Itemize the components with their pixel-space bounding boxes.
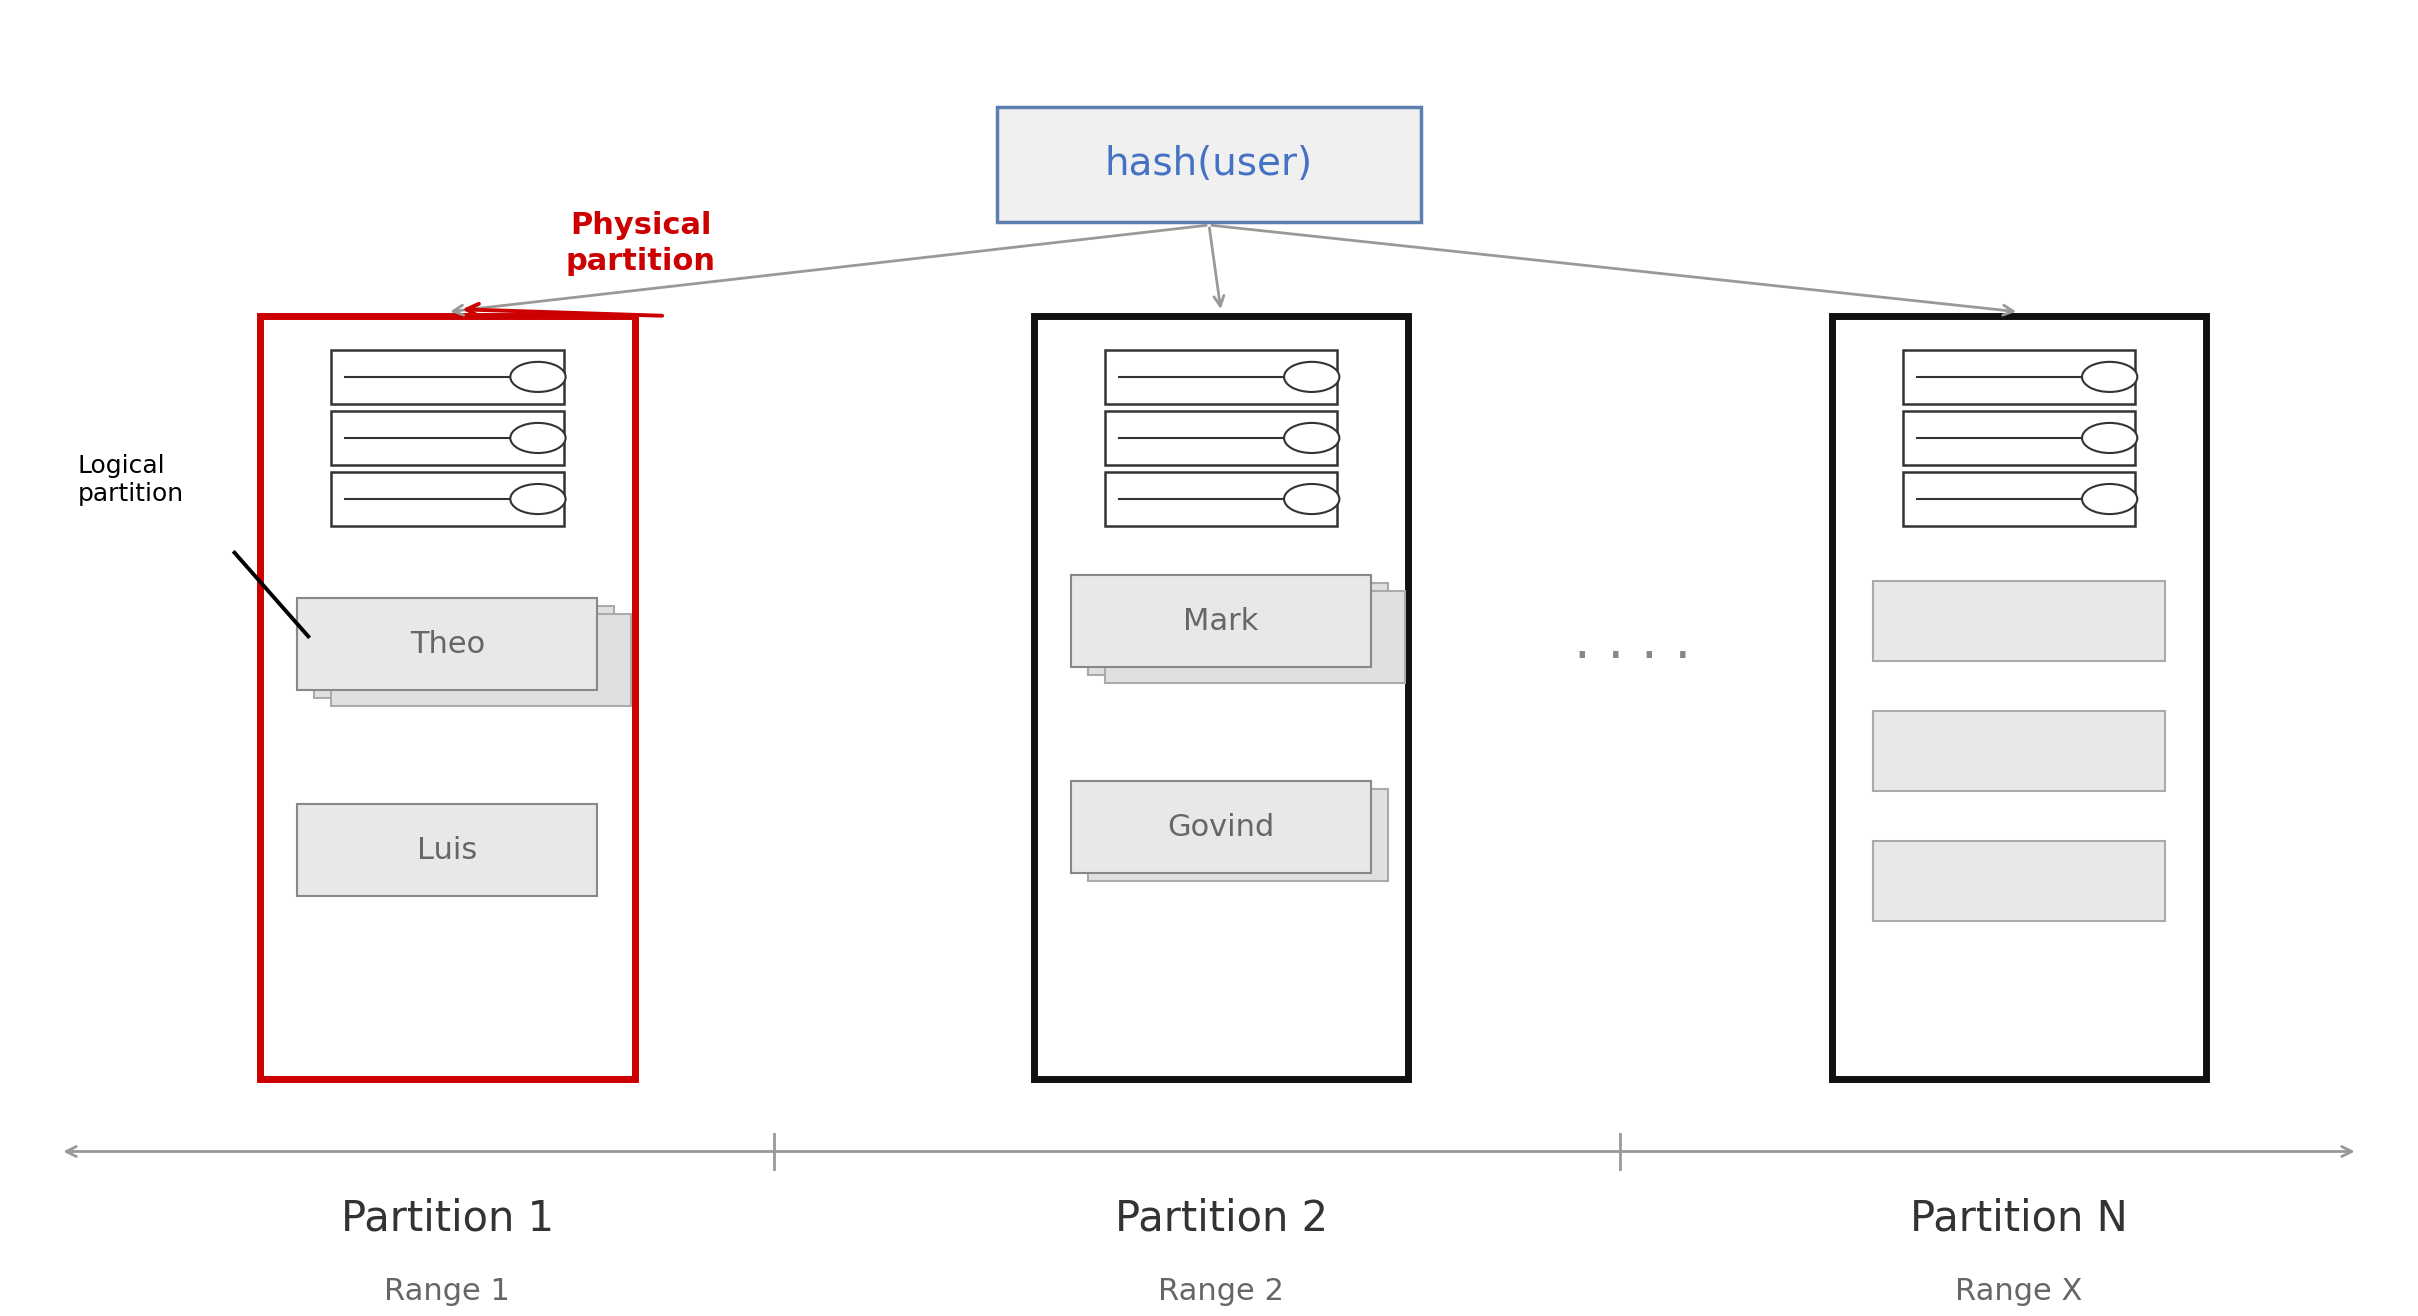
- Circle shape: [2082, 362, 2138, 392]
- Circle shape: [1284, 484, 1340, 515]
- Bar: [1088, 583, 1388, 675]
- Bar: [1071, 575, 1371, 667]
- Bar: [996, 107, 1419, 222]
- Bar: [1874, 711, 2164, 791]
- Text: hash(user): hash(user): [1105, 146, 1313, 183]
- Text: Range 1: Range 1: [384, 1277, 510, 1305]
- Text: Luis: Luis: [418, 836, 476, 865]
- Circle shape: [2082, 422, 2138, 453]
- Bar: [297, 804, 597, 896]
- Text: Range 2: Range 2: [1158, 1277, 1284, 1305]
- Bar: [1088, 790, 1388, 880]
- Text: Partition 1: Partition 1: [341, 1198, 554, 1240]
- Circle shape: [2082, 484, 2138, 515]
- Text: Partition 2: Partition 2: [1115, 1198, 1327, 1240]
- Bar: [331, 472, 563, 526]
- Text: · · · ·: · · · ·: [1574, 632, 1690, 684]
- Circle shape: [510, 422, 566, 453]
- Bar: [1105, 472, 1337, 526]
- Bar: [297, 599, 597, 690]
- Text: Logical
partition: Logical partition: [77, 454, 184, 507]
- Circle shape: [510, 362, 566, 392]
- Bar: [1903, 350, 2135, 404]
- Bar: [331, 411, 563, 465]
- Bar: [1035, 316, 1407, 1079]
- Circle shape: [1284, 422, 1340, 453]
- Circle shape: [510, 484, 566, 515]
- Bar: [1874, 841, 2164, 921]
- Text: Partition N: Partition N: [1910, 1198, 2128, 1240]
- Bar: [1071, 782, 1371, 873]
- Bar: [314, 607, 614, 697]
- Text: Mark: Mark: [1182, 607, 1260, 636]
- Text: Range X: Range X: [1956, 1277, 2082, 1305]
- Bar: [331, 350, 563, 404]
- Text: Physical
partition: Physical partition: [566, 211, 716, 276]
- Bar: [1105, 411, 1337, 465]
- Text: Govind: Govind: [1168, 813, 1274, 842]
- Text: Theo: Theo: [409, 629, 486, 658]
- Bar: [1105, 591, 1405, 683]
- Bar: [331, 615, 631, 705]
- Bar: [1833, 316, 2208, 1079]
- Bar: [297, 599, 597, 690]
- Bar: [1071, 782, 1371, 873]
- Bar: [1903, 411, 2135, 465]
- Circle shape: [1284, 362, 1340, 392]
- Bar: [1903, 472, 2135, 526]
- Bar: [1105, 350, 1337, 404]
- Bar: [1874, 582, 2164, 661]
- Bar: [1071, 575, 1371, 667]
- Bar: [261, 316, 636, 1079]
